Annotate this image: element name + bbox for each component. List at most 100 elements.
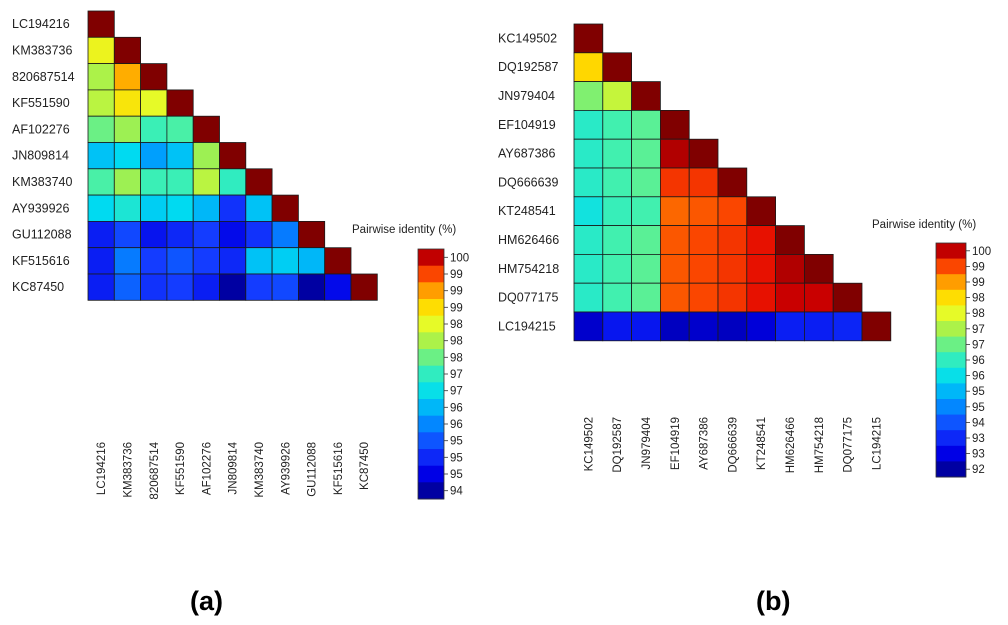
heatmap-cell	[631, 81, 661, 111]
heatmap-cell	[271, 247, 299, 275]
heatmap-cell	[775, 225, 805, 255]
heatmap-cell	[573, 52, 604, 82]
legend-tick-label: 98	[450, 336, 463, 348]
legend-tick-label: 96	[450, 419, 463, 431]
heatmap-cell	[602, 196, 632, 227]
heatmap-cell	[245, 168, 273, 196]
column-label: HM626466	[785, 417, 797, 473]
heatmap-cell	[87, 36, 115, 64]
legend-color-block	[418, 349, 444, 367]
heatmap-cell	[87, 220, 115, 249]
legend-tick-label: 97	[972, 339, 985, 351]
row-label: HM754218	[498, 262, 559, 276]
heatmap-cell	[602, 282, 632, 313]
legend-tick-label: 98	[450, 319, 463, 331]
row-label: AF102276	[12, 122, 70, 136]
heatmap-cell	[688, 225, 719, 255]
legend-color-block	[936, 336, 966, 353]
legend-color-block	[418, 282, 444, 300]
heatmap-cell	[717, 167, 748, 198]
heatmap-cell	[631, 138, 661, 169]
legend-tick-label: 95	[450, 469, 463, 481]
column-label: 820687514	[149, 441, 161, 499]
legend-tick-label: 100	[972, 246, 991, 258]
legend-tick-label: 100	[450, 252, 469, 264]
heatmap-cell	[573, 311, 604, 342]
row-label: KM383736	[12, 43, 73, 57]
heatmap-cell	[746, 311, 776, 342]
heatmap-cell	[87, 142, 115, 170]
legend-tick-label: 99	[450, 302, 463, 314]
legend-color-block	[418, 382, 444, 400]
heatmap-cell	[113, 247, 142, 275]
heatmap-cell	[245, 273, 273, 301]
heatmap-cell	[87, 168, 115, 196]
column-label: DQ077175	[843, 417, 855, 473]
heatmap-cell	[219, 142, 247, 170]
legend-color-block	[418, 449, 444, 467]
heatmap-cell	[271, 220, 299, 249]
heatmap-cell	[140, 220, 168, 249]
heatmap-cell	[602, 138, 632, 169]
heatmap-cell	[113, 220, 142, 249]
heatmap-cell	[166, 168, 194, 196]
heatmap-cell	[717, 311, 748, 342]
legend-color-block	[418, 399, 444, 417]
heatmap-cell	[192, 247, 220, 275]
heatmap-cell	[113, 63, 142, 91]
heatmap-cell	[775, 253, 805, 284]
heatmap-cell	[113, 273, 142, 301]
heatmap-cell	[602, 225, 632, 255]
heatmap-cell	[717, 253, 748, 284]
heatmap-cell	[192, 273, 220, 301]
legend-tick-label: 99	[972, 261, 985, 273]
heatmap-cell	[573, 23, 604, 54]
legend-tick-label: 95	[972, 386, 985, 398]
row-label: KF551590	[12, 96, 70, 110]
column-label: KF551590	[175, 442, 187, 495]
legend-tick-label: 96	[450, 402, 463, 414]
column-label: AY939926	[280, 442, 292, 495]
legend-tick-label: 95	[450, 452, 463, 464]
legend-tick-label: 96	[972, 371, 985, 383]
column-label: KC149502	[583, 417, 595, 471]
heatmap-cell	[166, 220, 194, 249]
heatmap-cell	[573, 225, 604, 255]
heatmap-cell	[631, 253, 661, 284]
heatmap-cell	[602, 311, 632, 342]
heatmap-cell	[688, 311, 719, 342]
heatmap-cell	[324, 247, 352, 275]
row-label: EF104919	[498, 118, 556, 132]
heatmap-cell	[602, 52, 632, 82]
heatmap-cell	[660, 225, 690, 255]
legend-color-block	[936, 274, 966, 291]
legend-tick-label: 98	[972, 308, 985, 320]
heatmap-cell	[166, 194, 194, 222]
legend-color-block	[936, 305, 966, 322]
heatmap-cell	[140, 63, 168, 91]
column-label: DQ666639	[727, 417, 739, 473]
legend-color-block	[418, 482, 444, 500]
row-label: LC194216	[12, 17, 70, 31]
heatmap-cell	[573, 253, 604, 284]
heatmap-cell	[297, 247, 326, 275]
heatmap-cell	[775, 282, 805, 313]
heatmap-cell	[660, 196, 690, 227]
heatmap-cell	[804, 253, 834, 284]
row-label: AY939926	[12, 201, 70, 215]
heatmap-cell	[113, 194, 142, 222]
row-label: DQ077175	[498, 291, 559, 305]
legend-tick-label: 97	[450, 369, 463, 381]
heatmap-panel-a: LC194216 KM383736 820687514 KF551590 AF10227…	[12, 10, 469, 500]
heatmap-cell	[804, 311, 834, 342]
row-label: DQ666639	[498, 175, 559, 189]
heatmap-cell	[602, 167, 632, 198]
heatmap-cell	[219, 194, 247, 222]
column-label: LC194215	[871, 417, 883, 470]
row-label: AY687386	[498, 147, 556, 161]
column-label: JN979404	[641, 416, 653, 469]
legend-color-block	[936, 243, 966, 260]
legend-tick-label: 97	[972, 324, 985, 336]
heatmap-cell	[166, 142, 194, 170]
